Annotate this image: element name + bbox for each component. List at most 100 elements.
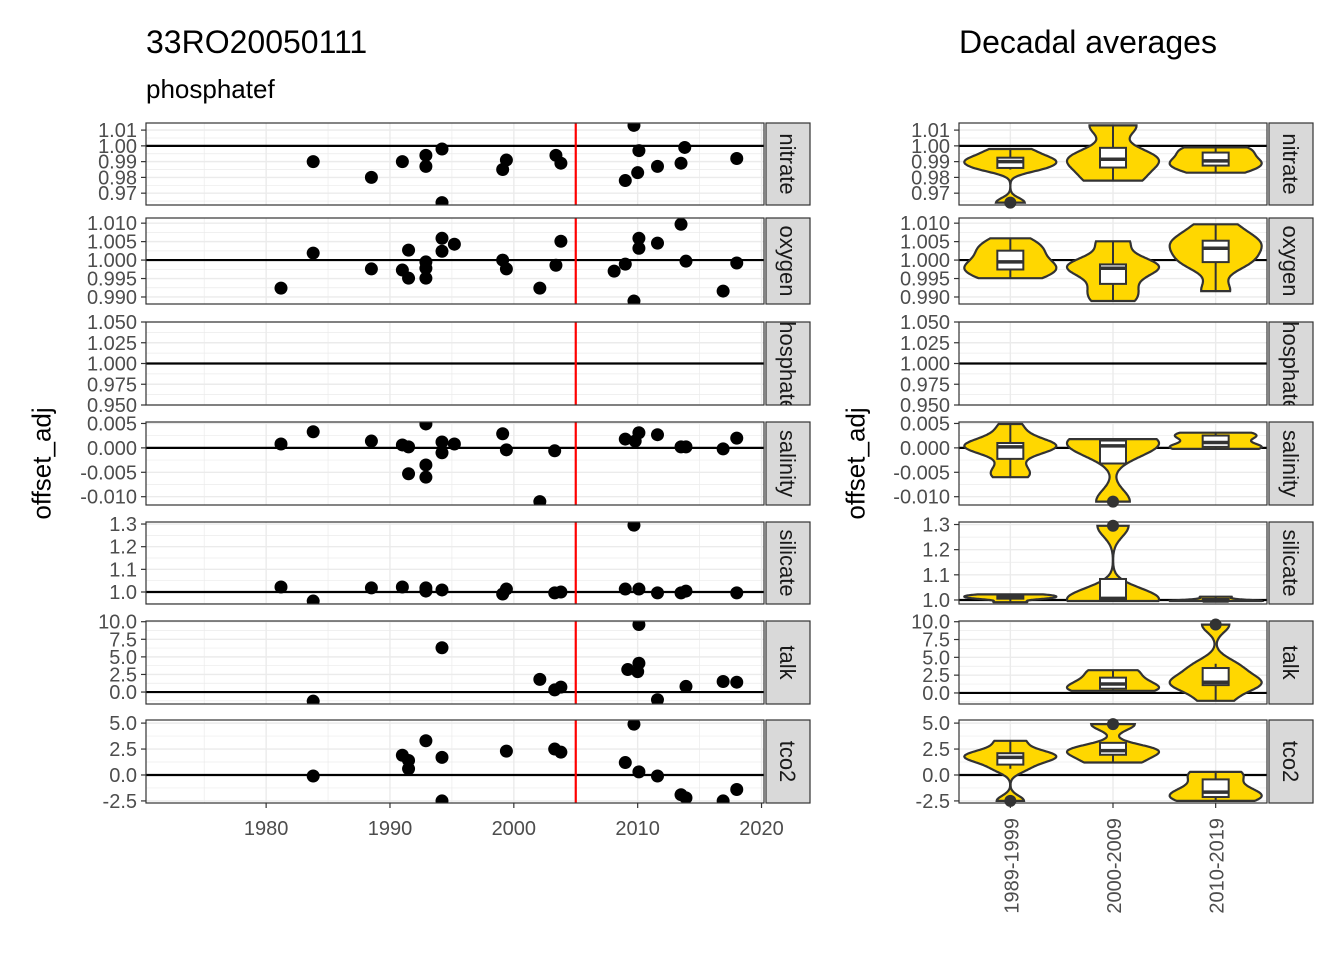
data-point [499,582,513,596]
strip-label: phosphatef [775,309,800,419]
data-point [554,680,568,694]
points [306,621,744,704]
panel-border [145,521,765,605]
data-point [435,244,449,258]
strip-background [1268,620,1314,705]
points [306,720,744,803]
data-point [364,262,378,276]
x-tick-label: 2000 [492,818,537,840]
data-point [632,231,646,245]
y-tick-label: 5.0 [922,713,950,735]
violin-2000-2009 [1065,438,1161,503]
y-tick-label: 1.050 [900,312,950,334]
data-point [631,166,645,180]
y-tick-label: 1.1 [109,559,137,581]
panel-border [145,321,765,406]
data-point [554,234,568,248]
data-point [607,264,621,278]
data-point [716,284,730,298]
x-tick-label: 1990 [368,818,413,840]
y-tick-label: 0.950 [900,395,950,417]
box-2010-2019 [1201,239,1230,264]
data-point [402,243,416,257]
y-tick-label: 0.98 [911,167,950,189]
y-tick-label: 2.5 [922,665,950,687]
y-tick-label: 7.5 [922,630,950,652]
strip-background [765,122,811,206]
y-tick-label: 1.000 [900,354,950,376]
panel-border [145,217,765,305]
data-point [274,281,288,295]
data-point [730,151,744,165]
data-point [435,583,449,597]
data-point [621,663,635,677]
data-point [618,174,632,188]
data-point [632,144,646,158]
outlier-point [1107,495,1119,508]
data-point [650,236,664,250]
outlier-point [1107,718,1119,731]
data-point [419,458,433,472]
strip-label-clip: phosphatef [1278,322,1303,405]
data-point [650,769,664,783]
data-point [306,594,320,604]
data-point [716,674,730,688]
data-point [679,254,693,268]
y-tick-label: 0.0 [109,682,137,704]
strip-background [1268,421,1314,506]
category-label: 2010-2019 [1207,818,1229,914]
y-tick-label: -0.005 [893,462,950,484]
y-tick-label: 1.005 [900,232,950,254]
data-point [395,580,409,594]
data-point [274,437,288,451]
strip-label-clip: nitrate [1278,133,1303,194]
strip-background [765,217,811,305]
y-tick-label: 1.3 [109,514,137,536]
data-point [632,426,646,440]
panel-background [146,621,764,704]
y-tick-label: 1.010 [87,213,137,235]
outlier-point [1209,618,1222,631]
y-tick-label: 0.975 [900,374,950,396]
y-tick-label: 1.0 [922,590,950,612]
data-point [650,586,664,600]
strip-label-clip: tco2 [775,741,800,783]
data-point [306,425,320,439]
data-point [730,783,744,797]
data-point [306,155,320,169]
y-tick-label: 1.01 [911,120,950,142]
scatter-facet-tco2: -2.5 0.0 2.5 5.0 tco2 [103,713,811,813]
data-point [618,257,632,271]
strip-label-clip: oxygen [1278,226,1303,297]
data-point [364,170,378,184]
data-point [395,155,409,169]
data-point [730,675,744,689]
y-tick-label: 0.005 [900,413,950,435]
data-point [650,693,664,704]
strip-label-clip: phosphatef [775,309,800,419]
data-point [679,440,693,454]
data-point [435,231,449,245]
data-point [419,159,433,173]
y-tick-label: 1.0 [109,582,137,604]
violin-facet-talk: 0.02.55.07.510.0 talk [911,612,1314,705]
y-tick-label: 0.000 [900,438,950,460]
violin-2010-2019 [1168,623,1263,702]
y-tick-label: 10.0 [911,612,950,634]
data-point [674,218,688,231]
data-point [435,794,449,803]
data-point [402,762,416,776]
strip-background [1268,217,1314,305]
y-tick-label: 0.97 [911,183,950,205]
data-point [435,196,449,205]
data-point [618,756,632,770]
points [306,123,744,205]
data-point [364,581,378,595]
data-point [549,258,563,272]
y-tick-label: 10.0 [98,612,137,634]
y-tick-label: 0.98 [98,167,137,189]
data-point [419,422,433,431]
